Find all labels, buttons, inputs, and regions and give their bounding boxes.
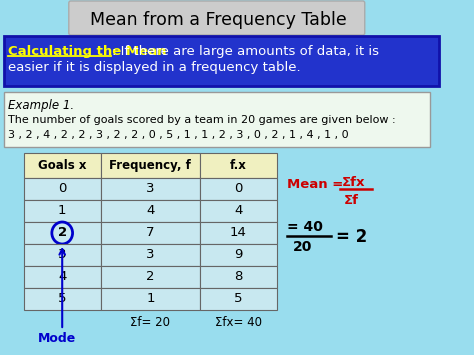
Text: 3 , 2 , 4 , 2 , 2 , 3 , 2 , 2 , 0 , 5 , 1 , 1 , 2 , 3 , 0 , 2 , 1 , 4 , 1 , 0: 3 , 2 , 4 , 2 , 2 , 3 , 2 , 2 , 0 , 5 , … (9, 130, 349, 140)
Text: 0: 0 (58, 182, 66, 196)
FancyBboxPatch shape (101, 244, 200, 266)
Text: Mean =: Mean = (287, 179, 348, 191)
FancyBboxPatch shape (200, 178, 277, 200)
Text: Frequency, f: Frequency, f (109, 159, 191, 172)
Text: Σf= 20: Σf= 20 (130, 316, 170, 328)
Text: Example 1.: Example 1. (9, 98, 74, 111)
FancyBboxPatch shape (4, 92, 430, 147)
Text: Mean from a Frequency Table: Mean from a Frequency Table (90, 11, 347, 29)
Text: = 2: = 2 (337, 228, 368, 246)
FancyBboxPatch shape (101, 200, 200, 222)
Text: Goals x: Goals x (38, 159, 86, 172)
FancyBboxPatch shape (101, 222, 200, 244)
Text: Σfx: Σfx (342, 175, 365, 189)
Text: easier if it is displayed in a frequency table.: easier if it is displayed in a frequency… (9, 61, 301, 75)
Text: 14: 14 (230, 226, 247, 240)
FancyBboxPatch shape (200, 153, 277, 178)
Text: Σf: Σf (344, 195, 359, 208)
FancyBboxPatch shape (200, 244, 277, 266)
Text: Mode: Mode (38, 332, 77, 344)
Text: 8: 8 (234, 271, 243, 284)
FancyBboxPatch shape (101, 266, 200, 288)
Text: f.x: f.x (230, 159, 247, 172)
Text: 20: 20 (293, 240, 312, 254)
Text: 3: 3 (58, 248, 66, 262)
Text: 4: 4 (58, 271, 66, 284)
Text: = 40: = 40 (287, 220, 323, 234)
Text: Σfx= 40: Σfx= 40 (215, 316, 262, 328)
FancyBboxPatch shape (69, 1, 365, 35)
Text: 2: 2 (146, 271, 155, 284)
Text: 5: 5 (234, 293, 243, 306)
FancyBboxPatch shape (200, 200, 277, 222)
FancyBboxPatch shape (24, 153, 101, 178)
Text: 4: 4 (146, 204, 155, 218)
FancyBboxPatch shape (200, 222, 277, 244)
Text: : If there are large amounts of data, it is: : If there are large amounts of data, it… (112, 44, 379, 58)
Text: 1: 1 (146, 293, 155, 306)
FancyBboxPatch shape (24, 244, 101, 266)
Text: 0: 0 (234, 182, 243, 196)
FancyBboxPatch shape (101, 178, 200, 200)
FancyBboxPatch shape (24, 222, 101, 244)
Text: 9: 9 (234, 248, 243, 262)
Text: The number of goals scored by a team in 20 games are given below :: The number of goals scored by a team in … (9, 115, 396, 125)
Text: 2: 2 (58, 226, 67, 240)
Text: Calculating the Mean: Calculating the Mean (9, 44, 167, 58)
FancyBboxPatch shape (101, 288, 200, 310)
Text: 1: 1 (58, 204, 66, 218)
FancyBboxPatch shape (4, 36, 439, 86)
FancyBboxPatch shape (24, 266, 101, 288)
FancyBboxPatch shape (24, 200, 101, 222)
Text: 3: 3 (146, 182, 155, 196)
Text: 7: 7 (146, 226, 155, 240)
Text: 5: 5 (58, 293, 66, 306)
FancyBboxPatch shape (101, 153, 200, 178)
FancyBboxPatch shape (200, 288, 277, 310)
FancyBboxPatch shape (200, 266, 277, 288)
FancyBboxPatch shape (24, 288, 101, 310)
Text: 3: 3 (146, 248, 155, 262)
FancyBboxPatch shape (24, 178, 101, 200)
Text: 4: 4 (234, 204, 243, 218)
